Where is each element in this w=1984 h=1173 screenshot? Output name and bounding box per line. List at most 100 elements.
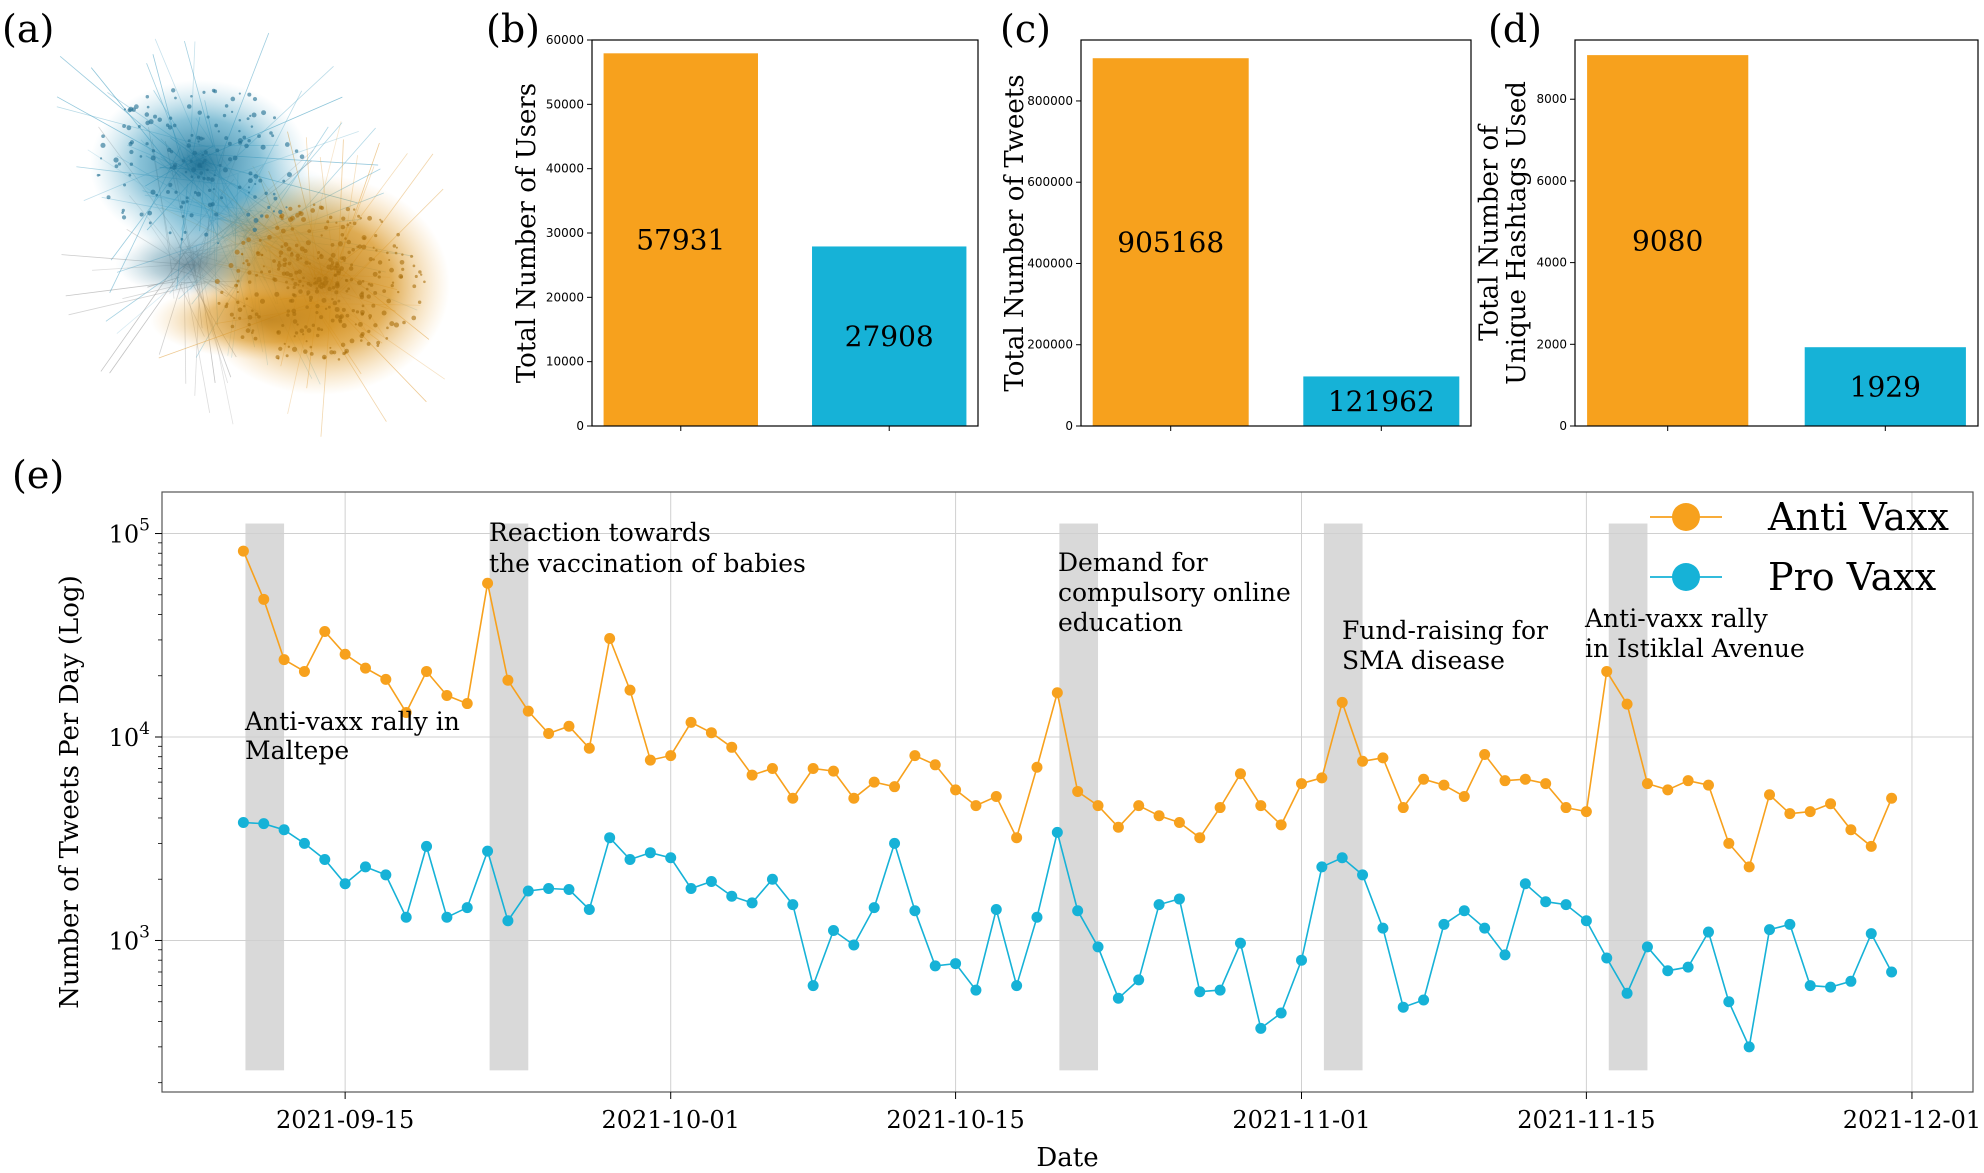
data-point <box>1702 779 1714 791</box>
data-point <box>1031 761 1043 773</box>
data-point <box>461 902 473 914</box>
data-point <box>1092 800 1104 812</box>
data-point <box>1621 987 1633 999</box>
data-point <box>583 742 595 754</box>
data-point <box>1112 821 1124 833</box>
legend-label: Anti Vaxx <box>1767 495 1949 539</box>
event-highlight <box>1059 523 1099 1071</box>
data-point <box>909 905 921 917</box>
data-point <box>1601 952 1613 964</box>
data-point <box>1662 784 1674 796</box>
data-point <box>1173 893 1185 905</box>
bar-anti <box>603 53 758 426</box>
data-point <box>1214 802 1226 814</box>
y-tick-label: 6000 <box>1536 174 1567 188</box>
data-point <box>624 684 636 696</box>
data-point <box>929 759 941 771</box>
data-point <box>359 662 371 674</box>
data-point <box>1764 789 1776 801</box>
data-point <box>502 674 514 686</box>
x-axis-label: Date <box>1036 1143 1098 1173</box>
data-point <box>237 817 249 829</box>
data-point <box>1316 772 1328 784</box>
data-point <box>1173 817 1185 829</box>
network-graph-image <box>56 32 450 437</box>
tweets-per-day-line-chart: 2021-09-15 2021-10-01 2021-10-15 2021-11-01… <box>55 491 1981 1173</box>
event-annotation: Reaction towards <box>489 518 711 547</box>
y-axis-label: Total Number of Tweets <box>1000 74 1030 391</box>
data-point <box>1723 837 1735 849</box>
data-point <box>1296 778 1308 790</box>
data-point <box>1418 994 1430 1006</box>
data-point <box>685 883 697 895</box>
y-tick-label: 8000 <box>1536 92 1567 106</box>
event-highlight <box>489 523 529 1071</box>
data-point <box>563 884 575 896</box>
event-annotation: Fund-raising for <box>1342 616 1548 645</box>
data-point <box>1133 974 1145 986</box>
data-point <box>543 728 555 740</box>
y-tick-label: 103 <box>109 922 150 955</box>
data-point <box>1845 975 1857 987</box>
data-point <box>1784 808 1796 820</box>
x-tick-label: 2021-12-01 <box>1843 1106 1981 1134</box>
data-point <box>705 727 717 739</box>
data-point <box>889 837 901 849</box>
data-point <box>868 902 880 914</box>
data-point <box>400 706 412 718</box>
data-point <box>848 792 860 804</box>
data-point <box>1458 791 1470 803</box>
data-point <box>1336 696 1348 708</box>
data-point <box>441 689 453 701</box>
event-annotation: Anti-vaxx rally <box>1584 604 1769 633</box>
data-point <box>1865 840 1877 852</box>
data-point <box>380 673 392 685</box>
bar-value-label: 27908 <box>845 320 934 353</box>
data-point <box>1702 926 1714 938</box>
data-point <box>1743 861 1755 873</box>
y-tick-label: 400000 <box>1027 256 1073 270</box>
tweets-bar-chart: 905168 121962 0 200000 400000 600000 800000Tot… <box>1000 39 1472 433</box>
y-tick-label: 600000 <box>1027 175 1073 189</box>
data-point <box>1560 899 1572 911</box>
data-point <box>1723 996 1735 1008</box>
bar-value-label: 57931 <box>636 223 725 256</box>
data-point <box>1194 986 1206 998</box>
x-tick-label: 2021-11-15 <box>1517 1106 1655 1134</box>
event-annotation: education <box>1058 608 1183 637</box>
data-point <box>1316 861 1328 873</box>
event-highlight <box>245 523 285 1071</box>
data-point <box>522 705 534 717</box>
data-point <box>1418 773 1430 785</box>
data-point <box>1275 819 1287 831</box>
series-line-pro-vaxx <box>243 821 1893 1050</box>
legend: Anti Vaxx Pro Vaxx <box>1650 495 1949 599</box>
data-point <box>1275 1007 1287 1019</box>
plot-frame <box>161 491 1974 1093</box>
data-point <box>766 873 778 885</box>
data-point <box>1011 980 1023 992</box>
data-point <box>1397 802 1409 814</box>
event-annotation: in Istiklal Avenue <box>1585 634 1805 663</box>
data-point <box>1296 954 1308 966</box>
data-point <box>1641 778 1653 790</box>
data-point <box>1519 878 1531 890</box>
data-point <box>1764 924 1776 936</box>
x-tick-label: 2021-10-15 <box>886 1106 1024 1134</box>
data-point <box>644 847 656 859</box>
data-point <box>746 897 758 909</box>
data-point <box>766 763 778 775</box>
data-point <box>339 648 351 660</box>
bar-anti <box>1587 55 1749 427</box>
event-annotation: Maltepe <box>245 736 349 765</box>
data-point <box>359 861 371 873</box>
panel-label-d: (d) <box>1488 7 1542 51</box>
data-point <box>970 800 982 812</box>
data-point <box>1112 992 1124 1004</box>
data-point <box>1865 928 1877 940</box>
event-highlight <box>1608 523 1648 1071</box>
data-point <box>624 854 636 866</box>
y-tick-label: 40000 <box>546 162 584 176</box>
data-point <box>400 911 412 923</box>
